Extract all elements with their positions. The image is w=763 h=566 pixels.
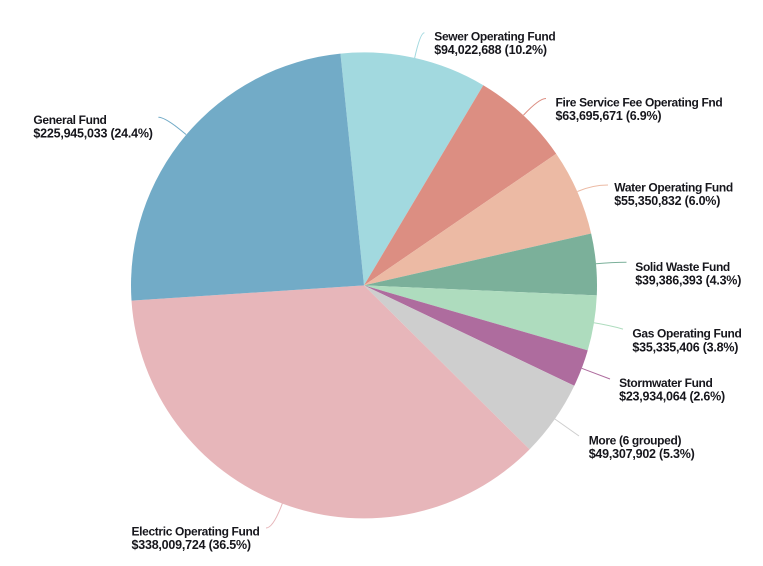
svg-text:$338,009,724 (36.5%): $338,009,724 (36.5%) [132,538,251,552]
svg-text:More (6 grouped): More (6 grouped) [589,433,682,447]
svg-text:General Fund: General Fund [33,113,106,127]
svg-text:$35,335,406 (3.8%): $35,335,406 (3.8%) [632,340,738,354]
svg-text:$49,307,902 (5.3%): $49,307,902 (5.3%) [589,447,695,461]
svg-text:$23,934,064 (2.6%): $23,934,064 (2.6%) [619,390,725,404]
svg-text:Gas Operating Fund: Gas Operating Fund [632,327,741,341]
svg-text:$39,386,393 (4.3%): $39,386,393 (4.3%) [635,274,741,288]
svg-text:Fire Service Fee Operating Fnd: Fire Service Fee Operating Fnd [556,95,723,109]
svg-text:$55,350,832 (6.0%): $55,350,832 (6.0%) [614,194,720,208]
svg-text:Stormwater Fund: Stormwater Fund [619,376,712,390]
svg-text:Sewer Operating Fund: Sewer Operating Fund [434,29,555,43]
svg-text:$225,945,033 (24.4%): $225,945,033 (24.4%) [33,126,152,140]
svg-text:Water Operating Fund: Water Operating Fund [614,181,733,195]
svg-text:Solid Waste Fund: Solid Waste Fund [635,260,730,274]
svg-text:$94,022,688 (10.2%): $94,022,688 (10.2%) [434,43,547,57]
svg-text:$63,695,671 (6.9%): $63,695,671 (6.9%) [556,109,662,123]
svg-text:Electric Operating Fund: Electric Operating Fund [132,525,260,539]
